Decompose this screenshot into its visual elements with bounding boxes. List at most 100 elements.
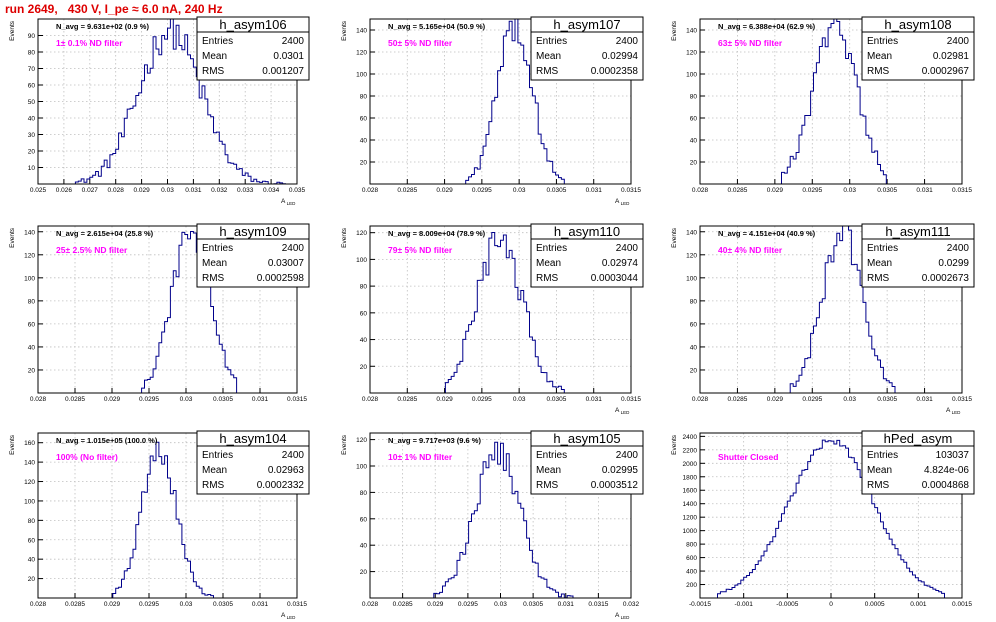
stats-rms-label: RMS [536, 480, 559, 491]
x-tick-label: 0.029 [436, 396, 453, 403]
y-tick-label: 2000 [683, 461, 698, 468]
x-tick-label: -0.0015 [689, 601, 711, 608]
x-tick-label: 0.029 [767, 187, 784, 194]
x-tick-label: 0.03 [161, 187, 174, 194]
stats-box: h_asym106 Entries 2400 Mean 0.0301 RMS 0.00120… [196, 16, 310, 81]
x-tick-label: 0.031 [185, 187, 202, 194]
histogram-panel-hPed_asym: -0.0015 -0.001 -0.0005 0 0.0005 0.001 0.0015 20… [671, 430, 975, 608]
y-tick-label: 80 [360, 284, 368, 291]
stats-title: h_asym109 [219, 224, 286, 239]
y-tick-label: 100 [24, 498, 35, 505]
x-axis-title: A LED [615, 407, 630, 415]
stats-entries-value: 2400 [616, 36, 639, 47]
x-tick-label: 0.0305 [523, 601, 543, 608]
x-tick-label: 0.0015 [952, 601, 972, 608]
y-tick-label: 100 [356, 72, 367, 79]
x-tick-label: 0.0295 [139, 601, 159, 608]
y-tick-label: 40 [28, 344, 36, 351]
filter-annotation: 50± 5% ND filter [388, 38, 453, 48]
histogram-panel-h_asym108: 0.028 0.0285 0.029 0.0295 0.03 0.0305 0.031 0.0… [671, 16, 975, 194]
x-tick-label: 0.028 [692, 396, 709, 403]
x-tick-label: 0.029 [767, 396, 784, 403]
y-tick-label: 80 [360, 490, 368, 497]
x-tick-label: 0.031 [252, 601, 269, 608]
y-tick-label: 800 [686, 542, 697, 549]
y-axis-title: Events [671, 20, 678, 41]
x-tick-label: 0.0285 [727, 187, 747, 194]
y-tick-label: 30 [28, 132, 36, 139]
plot-frame [369, 432, 632, 599]
histogram-panel-h_asym107: 0.028 0.0285 0.029 0.0295 0.03 0.0305 0.031 0.0… [341, 16, 644, 206]
stats-title: h_asym111 [885, 224, 950, 239]
y-tick-label: 140 [24, 460, 35, 467]
x-axis-title: A LED [946, 407, 961, 415]
y-tick-label: 120 [24, 252, 35, 259]
stats-box: h_asym104 Entries 2400 Mean 0.02963 RMS 0.0002… [196, 430, 310, 495]
plot-frame [369, 18, 632, 185]
stats-box: h_asym107 Entries 2400 Mean 0.02994 RMS 0.0002… [530, 16, 644, 81]
x-tick-label: 0.033 [237, 187, 254, 194]
y-tick-label: 70 [28, 66, 36, 73]
x-tick-label: 0.031 [916, 396, 933, 403]
stats-box: h_asym110 Entries 2400 Mean 0.02974 RMS 0.0003… [530, 223, 644, 288]
x-tick-label: 0.034 [263, 187, 280, 194]
x-tick-label: -0.001 [734, 601, 753, 608]
stats-entries-value: 103037 [936, 450, 970, 461]
stats-box-frame [196, 430, 310, 495]
histogram-panel-h_asym109: 0.028 0.0285 0.029 0.0295 0.03 0.0305 0.031 0.0… [9, 223, 310, 403]
y-tick-label: 40 [28, 116, 36, 123]
stats-entries-value: 2400 [282, 243, 305, 254]
stats-rms-label: RMS [536, 273, 559, 284]
x-tick-label: 0.0315 [952, 396, 972, 403]
stats-rms-label: RMS [202, 66, 225, 77]
plot-frame [699, 432, 963, 599]
y-axis-title: Events [671, 227, 678, 248]
y-tick-label: 60 [28, 537, 36, 544]
stats-entries-value: 2400 [616, 450, 639, 461]
y-tick-label: 20 [28, 367, 36, 374]
stats-box: h_asym111 Entries 2400 Mean 0.0299 RMS 0.00026… [861, 223, 975, 288]
x-tick-label: 0.0295 [458, 601, 478, 608]
y-tick-label: 60 [360, 516, 368, 523]
plot-frame [699, 18, 963, 185]
x-tick-label: 0.03 [513, 187, 526, 194]
y-axis-title: Events [9, 227, 16, 248]
y-tick-label: 1400 [683, 501, 698, 508]
histogram-line [700, 439, 962, 599]
y-tick-label: 100 [686, 275, 697, 282]
y-tick-label: 40 [360, 337, 368, 344]
stats-mean-value: 0.0301 [273, 51, 304, 62]
x-tick-label: 0.031 [916, 187, 933, 194]
x-axis-title: A LED [281, 198, 296, 206]
x-tick-label: 0.0315 [588, 601, 608, 608]
y-tick-label: 100 [356, 257, 367, 264]
y-tick-label: 60 [690, 321, 698, 328]
x-tick-label: 0.029 [436, 187, 453, 194]
y-tick-label: 40 [690, 138, 698, 145]
y-tick-label: 120 [24, 479, 35, 486]
x-tick-label: 0.0285 [727, 396, 747, 403]
plot-frame [37, 225, 298, 394]
x-tick-label: 0.029 [133, 187, 150, 194]
x-tick-label: 0.0315 [287, 601, 307, 608]
y-tick-label: 40 [360, 543, 368, 550]
x-tick-label: 0.0305 [546, 396, 566, 403]
histogram-line [370, 441, 631, 599]
x-axis-title: A LED [281, 612, 296, 620]
y-tick-label: 100 [356, 464, 367, 471]
stats-mean-value: 0.03007 [268, 258, 305, 269]
x-tick-label: 0.03 [180, 601, 193, 608]
y-axis-title: Events [9, 20, 16, 41]
x-tick-label: 0.028 [692, 187, 709, 194]
x-tick-label: 0.0285 [65, 396, 85, 403]
page-title: run 2649, 430 V, I_pe ≈ 6.0 nA, 240 Hz [5, 2, 223, 16]
n-avg-label: N_avg = 9.631e+02 (0.9 %) [56, 22, 149, 31]
x-tick-label: 0.0315 [621, 187, 641, 194]
x-tick-label: 0.025 [30, 187, 47, 194]
stats-box: h_asym109 Entries 2400 Mean 0.03007 RMS 0.0002… [196, 223, 310, 288]
y-tick-label: 80 [28, 518, 36, 525]
stats-mean-label: Mean [202, 51, 227, 62]
stats-rms-label: RMS [202, 273, 225, 284]
y-tick-label: 120 [686, 252, 697, 259]
y-tick-label: 2200 [683, 447, 698, 454]
